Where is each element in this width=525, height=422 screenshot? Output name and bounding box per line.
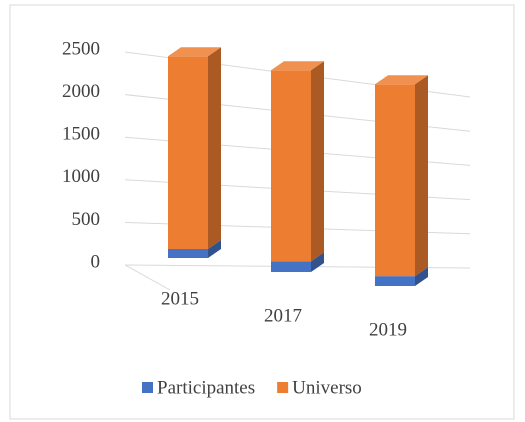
x-tick-label: 2017 <box>264 305 302 326</box>
bar-side <box>415 75 428 277</box>
bar-side <box>208 47 221 249</box>
bar-top <box>271 61 324 71</box>
x-tick-label: 2019 <box>369 319 407 340</box>
bar-top <box>168 47 221 57</box>
bar-top <box>375 75 428 85</box>
legend-swatch <box>277 382 289 393</box>
y-tick-label: 500 <box>72 209 101 230</box>
y-tick-label: 1000 <box>62 166 100 187</box>
bar-side <box>208 239 221 258</box>
legend-swatch <box>142 382 153 393</box>
y-tick-label: 2500 <box>62 38 100 59</box>
bar <box>375 84 415 277</box>
bar <box>168 248 208 258</box>
y-tick-label: 2000 <box>62 81 100 102</box>
y-tick-label: 1500 <box>62 124 100 145</box>
bar <box>271 70 311 262</box>
legend-label: Participantes <box>157 377 255 398</box>
bar-side <box>311 252 324 272</box>
bar-side <box>415 267 428 286</box>
floor-edge <box>124 264 171 291</box>
bar-side <box>311 61 324 262</box>
x-tick-label: 2015 <box>161 288 199 309</box>
bar <box>375 276 415 286</box>
bar <box>168 56 208 249</box>
chart-border <box>9 4 515 420</box>
bar <box>271 261 311 272</box>
legend-label: Universo <box>292 377 362 398</box>
y-tick-label: 0 <box>91 251 101 272</box>
